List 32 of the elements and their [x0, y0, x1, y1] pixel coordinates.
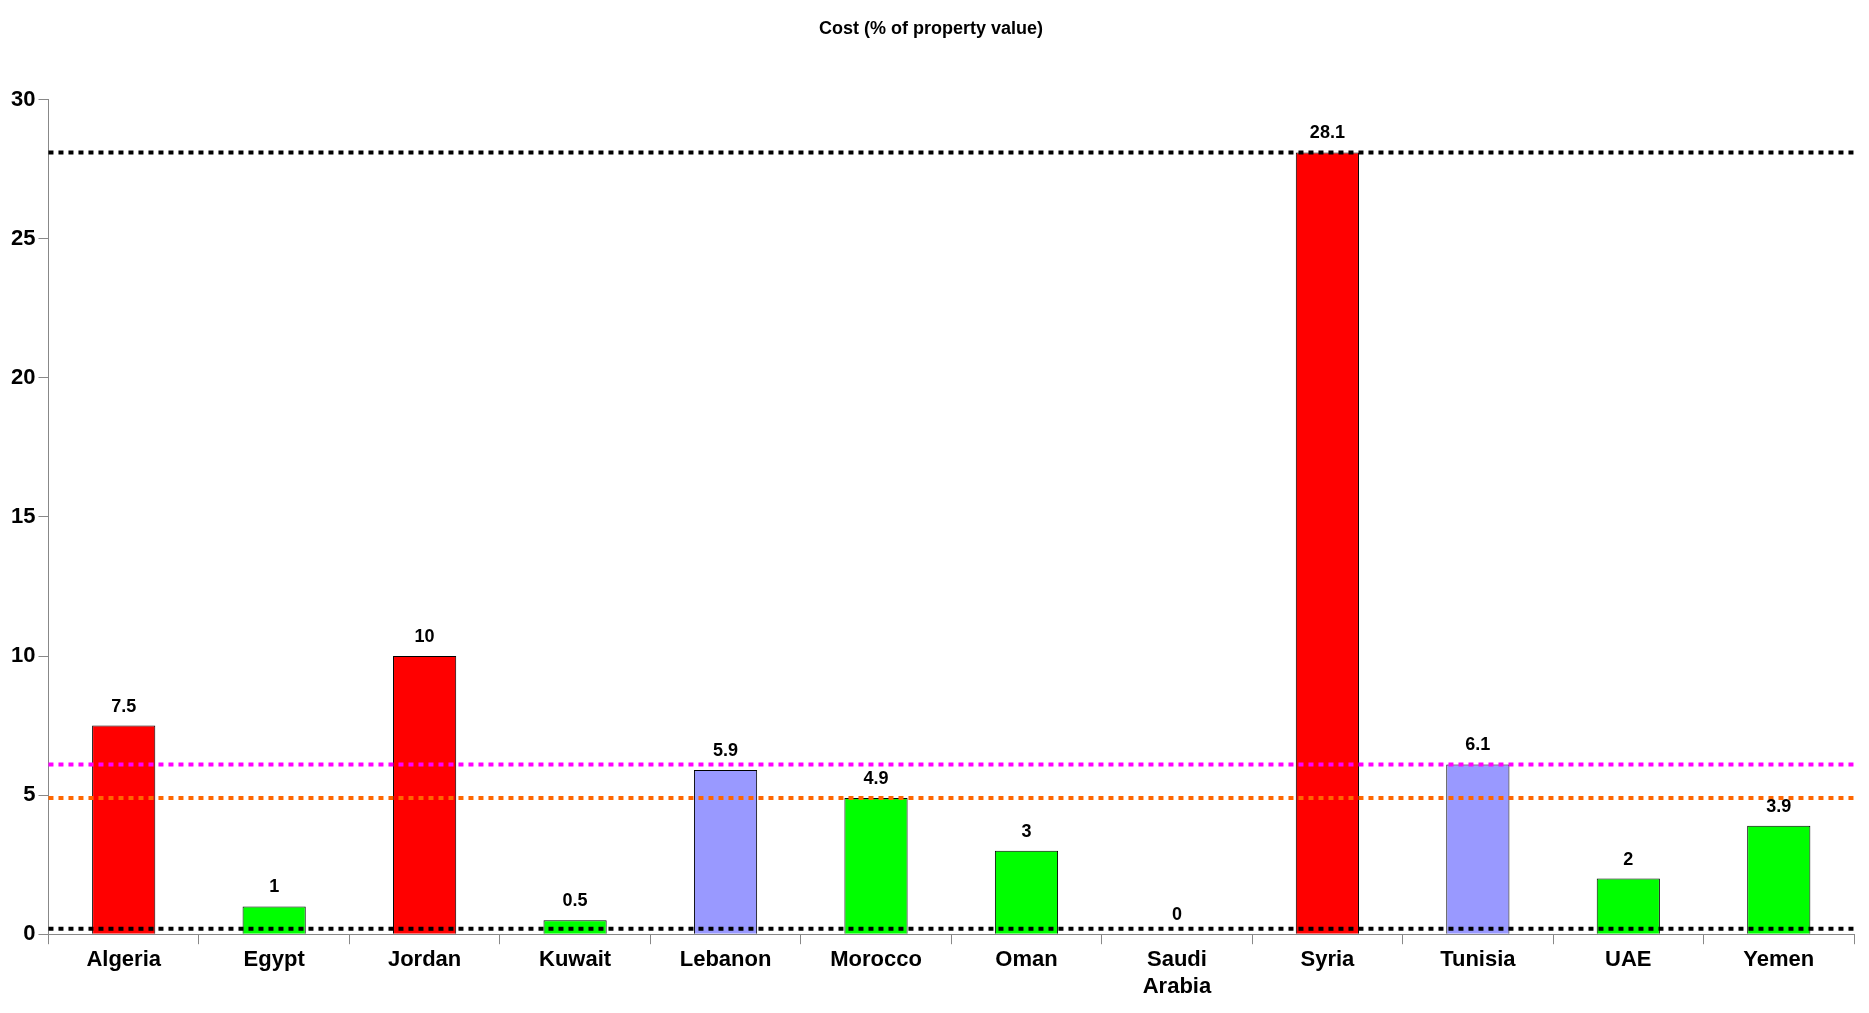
x-tick-label: Jordan	[387, 946, 462, 972]
data-label: 2	[1623, 848, 1634, 869]
x-tick-label: Saudi Arabia	[1142, 946, 1212, 998]
x-tick-label: Morocco	[830, 946, 922, 972]
x-tick-label: UAE	[1605, 946, 1652, 972]
data-label: 4.9	[863, 767, 889, 788]
x-tick-label: Lebanon	[679, 946, 772, 972]
data-label: 3	[1021, 820, 1032, 841]
y-tick-label: 0	[23, 920, 36, 946]
y-tick-label: 30	[10, 85, 36, 111]
data-label: 7.5	[111, 695, 137, 716]
x-tick-label: Algeria	[86, 946, 162, 972]
x-tick-label: Syria	[1300, 946, 1356, 972]
data-label: 5.9	[713, 740, 739, 761]
data-label: 1	[269, 876, 280, 897]
x-tick-label: Oman	[995, 946, 1058, 972]
x-tick-label: Yemen	[1743, 946, 1815, 972]
x-tick-label: Egypt	[243, 946, 306, 972]
y-tick-label: 10	[10, 642, 36, 668]
y-tick-label: 25	[10, 224, 36, 250]
x-tick-label: Tunisia	[1440, 946, 1517, 972]
y-tick-label: 20	[10, 363, 36, 389]
x-tick-label: Kuwait	[539, 946, 612, 972]
data-label: 10	[414, 625, 435, 646]
data-label: 0.5	[562, 890, 588, 911]
data-label: 3.9	[1766, 795, 1792, 816]
y-tick-label: 5	[23, 781, 36, 807]
data-label: 6.1	[1465, 734, 1491, 755]
y-tick-label: 15	[10, 502, 36, 528]
data-label: 28.1	[1309, 122, 1345, 143]
data-label: 0	[1171, 904, 1182, 925]
chart-title: Cost (% of property value)	[818, 17, 1044, 38]
